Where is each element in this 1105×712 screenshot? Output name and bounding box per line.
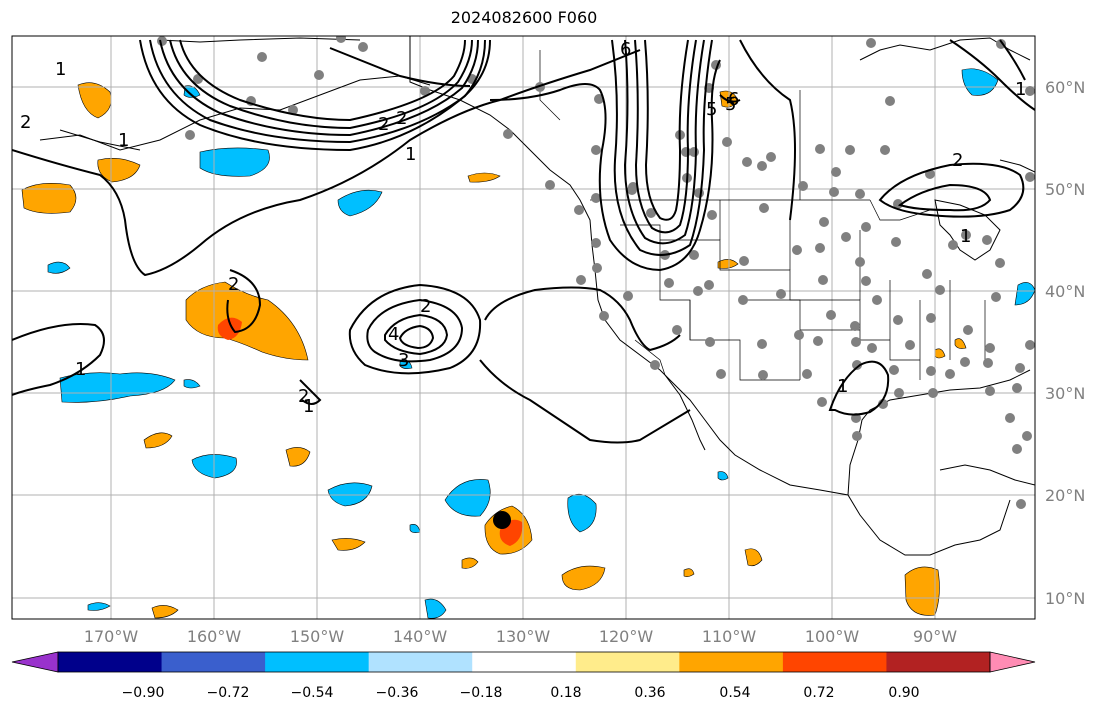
- contour-label: 5: [725, 94, 736, 115]
- colorbar-segment: [575, 652, 680, 672]
- colorbar-segment: [265, 652, 370, 672]
- lon-label: 100°W: [805, 627, 860, 646]
- lon-label: 110°W: [702, 627, 757, 646]
- colorbar-segment: [368, 652, 473, 672]
- contour-label: 1: [75, 359, 86, 380]
- lon-label: 160°W: [187, 627, 242, 646]
- colorbar-segment: [58, 652, 163, 672]
- contour-label: 6: [728, 89, 739, 110]
- lon-label: 90°W: [913, 627, 957, 646]
- lat-label: 20°N: [1045, 486, 1085, 505]
- colorbar-tick-label: 0.18: [550, 685, 581, 701]
- colorbar-ticks: −0.90 −0.72 −0.54 −0.36 −0.18 0.18 0.36 …: [122, 685, 920, 701]
- lon-label: 150°W: [290, 627, 345, 646]
- map-frame: [11, 35, 1036, 620]
- colorbar: [11, 651, 1036, 673]
- colorbar-tick-label: −0.72: [207, 685, 250, 701]
- station-markers: [157, 36, 1035, 509]
- lat-label: 60°N: [1045, 78, 1085, 97]
- colorbar-extend-low: [11, 651, 59, 673]
- longitude-labels: 170°W 160°W 150°W 140°W 130°W 120°W 110°…: [84, 627, 957, 646]
- colorbar-tick-label: −0.18: [460, 685, 503, 701]
- lon-label: 140°W: [393, 627, 448, 646]
- contour-label: 3: [398, 350, 409, 371]
- colorbar-segment: [886, 652, 991, 672]
- colorbar-tick-label: 0.72: [803, 685, 834, 701]
- map-title: 2024082600 F060: [450, 8, 598, 27]
- contour-label: 2: [396, 108, 407, 129]
- contour-label: 1: [1015, 79, 1026, 100]
- contour-label: 1: [55, 59, 66, 80]
- lon-label: 130°W: [496, 627, 551, 646]
- colorbar-tick-label: −0.90: [122, 685, 165, 701]
- colorbar-segment: [782, 652, 887, 672]
- contour-label: 2: [20, 112, 31, 133]
- lat-label: 10°N: [1045, 589, 1085, 608]
- colorbar-extend-high: [989, 651, 1036, 673]
- contour-label: 2: [378, 114, 389, 135]
- contour-label: 1: [837, 376, 848, 397]
- colorbar-segment: [161, 652, 266, 672]
- contour-labels: 1 2 1 2 2 6 6 5 1 1 2 4 3 2 1 2 1 2 5 1 …: [20, 39, 1026, 417]
- contour-label: 6: [620, 39, 631, 60]
- contour-label: 2: [298, 386, 309, 407]
- colorbar-segment: [472, 652, 577, 672]
- contour-label: 1: [960, 226, 971, 247]
- contour-label: 4: [388, 324, 399, 345]
- pressure-contours: [12, 39, 1035, 444]
- contour-label: 5: [706, 99, 717, 120]
- colorbar-tick-label: −0.36: [376, 685, 419, 701]
- colorbar-tick-label: 0.36: [634, 685, 665, 701]
- contour-label: 2: [952, 150, 963, 171]
- colorbar-tick-label: 0.90: [888, 685, 919, 701]
- colorbar-frame: [57, 651, 991, 673]
- contour-label: 1: [405, 144, 416, 165]
- contour-label: 1: [303, 396, 314, 417]
- lon-label: 170°W: [84, 627, 139, 646]
- anomaly-fills: [21, 68, 1035, 619]
- contour-label: 2: [420, 296, 431, 317]
- lat-label: 50°N: [1045, 180, 1085, 199]
- colorbar-segment: [679, 652, 784, 672]
- latitude-labels: 60°N 50°N 40°N 30°N 20°N 10°N: [1045, 78, 1085, 608]
- colorbar-tick-label: −0.54: [291, 685, 334, 701]
- contour-label: 2: [228, 274, 239, 295]
- lat-label: 30°N: [1045, 384, 1085, 403]
- lat-label: 40°N: [1045, 282, 1085, 301]
- lon-label: 120°W: [599, 627, 654, 646]
- storm-center-marker: [493, 511, 511, 529]
- contour-label: 1: [118, 130, 129, 151]
- colorbar-tick-label: 0.54: [719, 685, 750, 701]
